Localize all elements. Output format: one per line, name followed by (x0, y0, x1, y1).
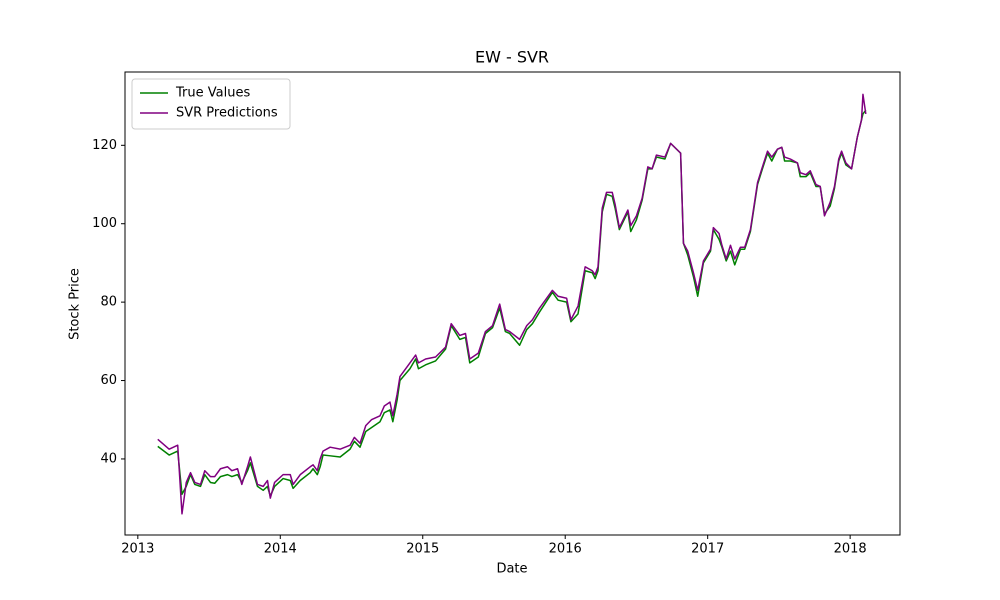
y-tick-label: 60 (100, 373, 117, 388)
x-tick-label: 2016 (549, 542, 582, 557)
chart-title: EW - SVR (475, 48, 549, 67)
x-tick-label: 2015 (406, 542, 439, 557)
y-tick-label: 40 (100, 451, 117, 466)
y-tick-label: 120 (92, 138, 117, 153)
y-axis-label: Stock Price (68, 268, 83, 340)
legend-label: SVR Predictions (176, 106, 278, 121)
x-tick-label: 2017 (691, 542, 724, 557)
legend-box (131, 78, 291, 130)
x-axis-label: Date (496, 562, 527, 577)
legend-label: True Values (175, 86, 250, 101)
y-tick-label: 100 (92, 216, 117, 231)
x-tick-label: 2014 (264, 542, 297, 557)
series-line (157, 93, 867, 515)
plot-frame (124, 71, 901, 536)
x-tick-label: 2013 (121, 542, 154, 557)
x-tick-label: 2018 (834, 542, 867, 557)
y-tick-label: 80 (100, 295, 117, 310)
